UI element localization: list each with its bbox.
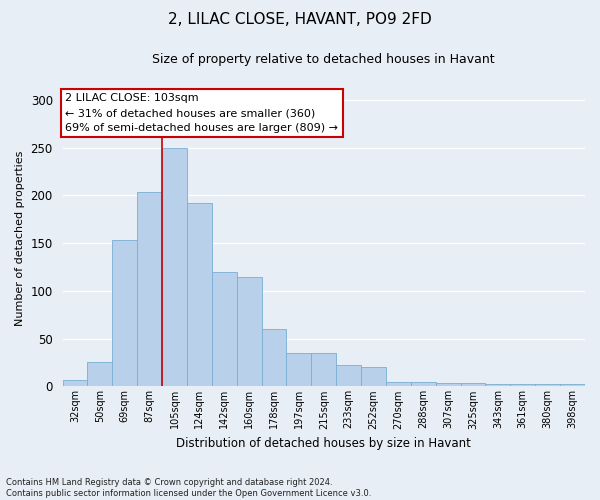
Bar [386,382,411,386]
Bar [436,382,461,386]
Bar [511,384,535,386]
Bar [262,329,286,386]
X-axis label: Distribution of detached houses by size in Havant: Distribution of detached houses by size … [176,437,471,450]
Bar [535,384,560,386]
Bar [560,384,585,386]
Text: Contains HM Land Registry data © Crown copyright and database right 2024.
Contai: Contains HM Land Registry data © Crown c… [6,478,371,498]
Bar [461,382,485,386]
Bar [361,368,386,386]
Bar [88,362,112,386]
Title: Size of property relative to detached houses in Havant: Size of property relative to detached ho… [152,52,495,66]
Bar [112,240,137,386]
Bar [187,203,212,386]
Bar [485,384,511,386]
Bar [286,353,311,386]
Bar [236,276,262,386]
Bar [62,380,88,386]
Bar [137,192,162,386]
Y-axis label: Number of detached properties: Number of detached properties [15,150,25,326]
Text: 2 LILAC CLOSE: 103sqm
← 31% of detached houses are smaller (360)
69% of semi-det: 2 LILAC CLOSE: 103sqm ← 31% of detached … [65,93,338,133]
Bar [162,148,187,386]
Bar [336,366,361,386]
Bar [411,382,436,386]
Text: 2, LILAC CLOSE, HAVANT, PO9 2FD: 2, LILAC CLOSE, HAVANT, PO9 2FD [168,12,432,28]
Bar [212,272,236,386]
Bar [311,353,336,386]
